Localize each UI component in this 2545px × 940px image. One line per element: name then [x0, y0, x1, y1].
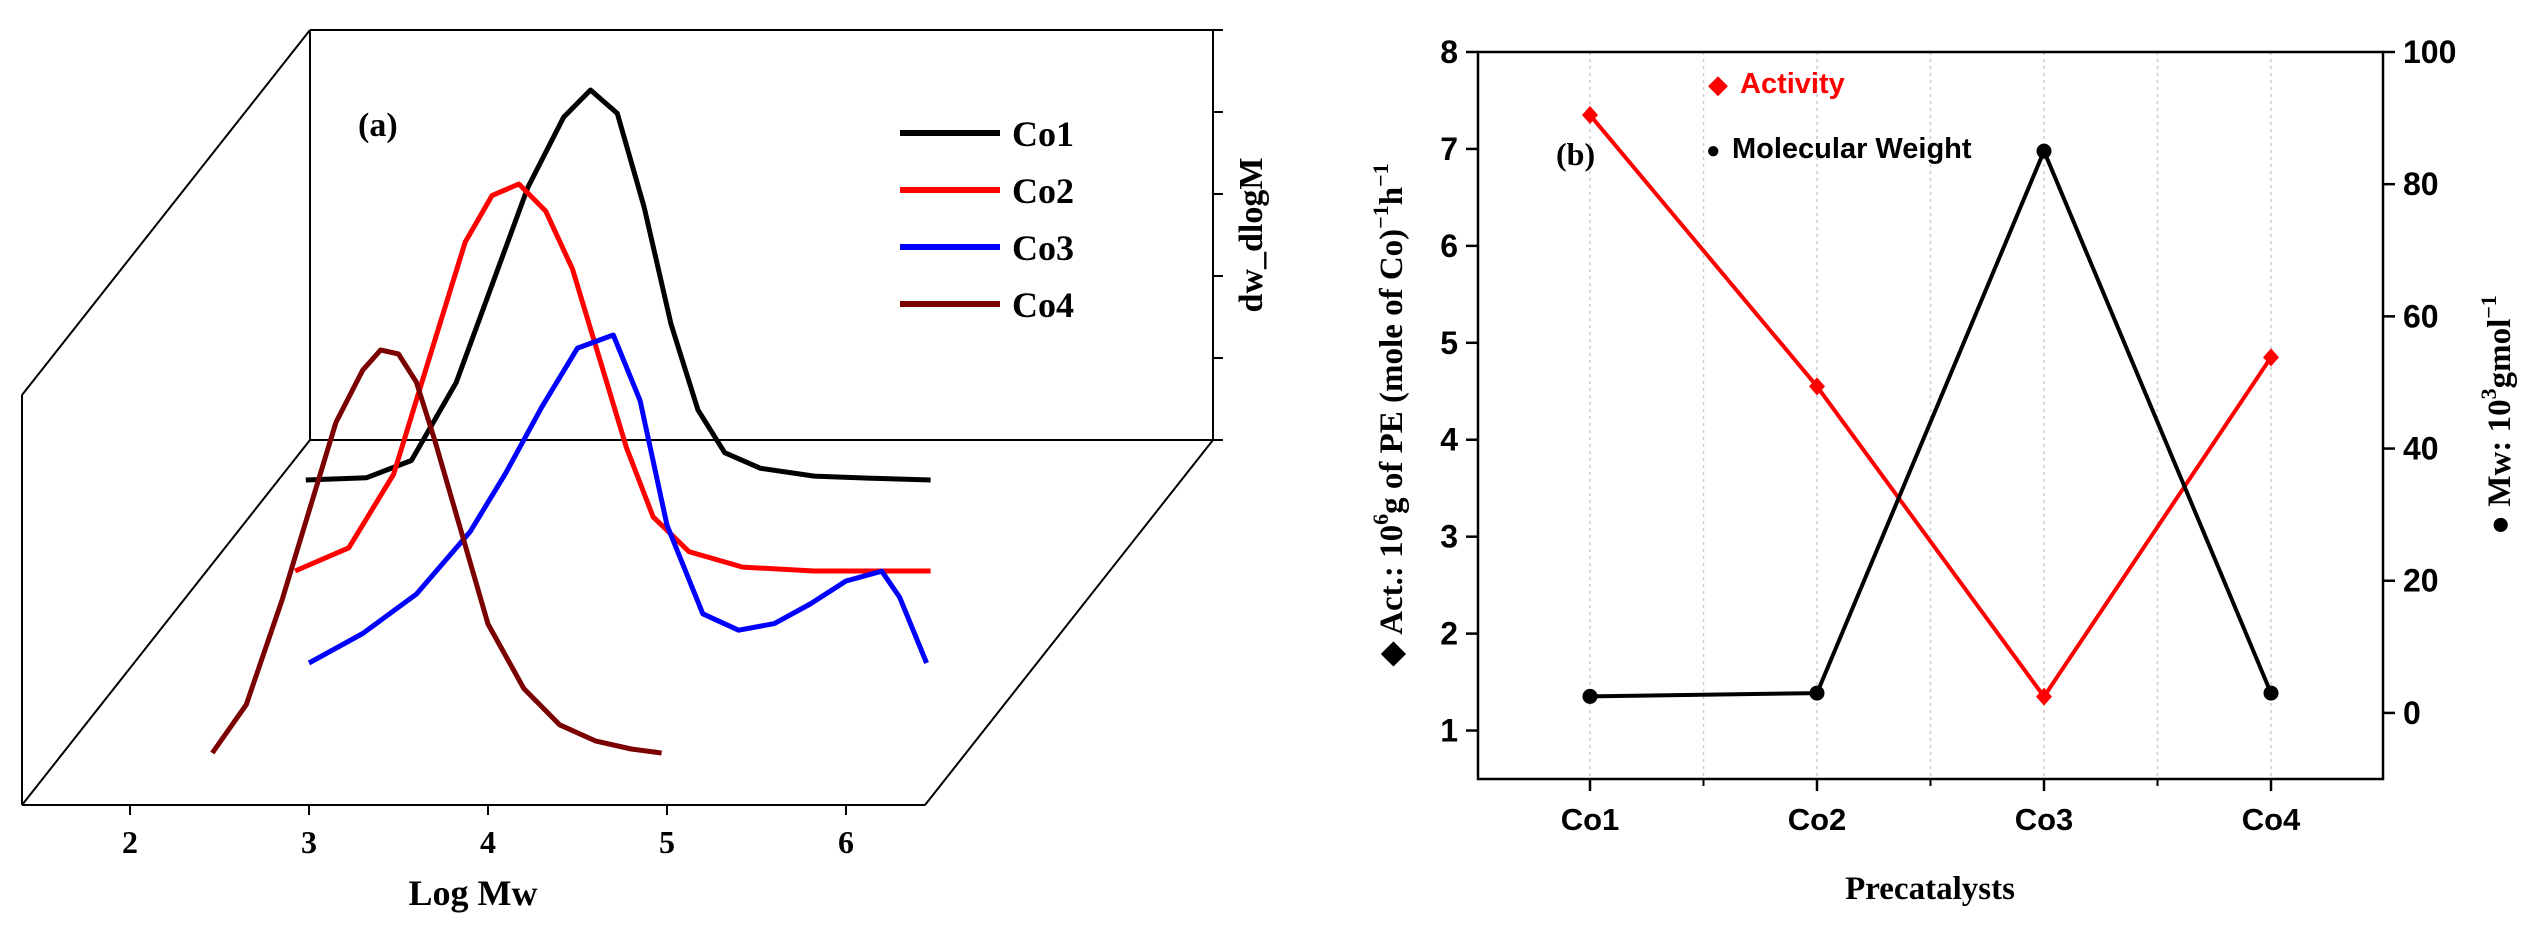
legend-label-co4: Co4	[1012, 285, 1074, 325]
panel-b-series	[1582, 106, 2279, 706]
point-molecular-weight	[1809, 685, 1825, 701]
panel-b-gridlines	[1589, 52, 2272, 779]
left-axis-tick-label: 5	[1440, 325, 1458, 361]
right-axis-tick-label: 0	[2403, 695, 2421, 731]
left-title-part-2: g of PE (mole of Co)	[1374, 229, 1410, 514]
left-title-sup-3: −1	[1368, 163, 1393, 187]
legend-entry-activity: ◆ Activity	[1708, 68, 1845, 100]
panel-b-right-ticks: 0 20 40 60 80 100	[2383, 34, 2456, 731]
legend-label-co3: Co3	[1012, 228, 1074, 268]
legend-label-co1: Co1	[1012, 114, 1074, 154]
panel-a-x-tick-label: 4	[480, 824, 496, 860]
point-activity	[2263, 348, 2279, 367]
right-axis-tick-label: 100	[2403, 34, 2456, 70]
legend-marker-activity: ◆	[1708, 69, 1728, 99]
left-axis-tick-label: 2	[1440, 616, 1458, 652]
left-axis-tick-label: 1	[1440, 713, 1458, 749]
point-activity	[1809, 377, 1825, 396]
left-title-part-1: ◆ Act.: 10	[1374, 525, 1410, 667]
left-title-part-3: h	[1374, 187, 1410, 205]
panel-b-right-axis-title: ● Mw: 103gmol−1	[2476, 295, 2518, 535]
left-axis-tick-label: 8	[1440, 34, 1458, 70]
left-axis-tick-label: 6	[1440, 228, 1458, 264]
right-axis-tick-label: 60	[2403, 298, 2439, 334]
x-axis-tick-label: Co2	[1788, 802, 1847, 837]
panel-b-legend: ◆ Activity ● Molecular Weight	[1706, 68, 1972, 165]
3d-frame	[21, 29, 1214, 806]
legend-marker-molecular-weight: ●	[1706, 137, 1721, 164]
series-line-molecular-weight	[1589, 145, 2273, 699]
left-axis-tick-label: 3	[1440, 519, 1458, 555]
right-axis-tick-label: 20	[2403, 563, 2439, 599]
curve-co2	[294, 181, 931, 574]
panel-a-legend: Co1 Co2 Co3 Co4	[900, 114, 1074, 325]
legend-entry-molecular-weight: ● Molecular Weight	[1706, 133, 1972, 165]
legend-label-molecular-weight: Molecular Weight	[1732, 133, 1972, 165]
panel-a-label: (a)	[358, 107, 398, 144]
right-axis-tick-label: 80	[2403, 166, 2439, 202]
panel-a-x-tick-label: 5	[659, 824, 675, 860]
curve-co4	[210, 347, 662, 756]
point-activity	[2036, 687, 2052, 706]
right-title-sup-1: 3	[2476, 388, 2501, 399]
x-axis-tick-label: Co3	[2015, 802, 2074, 837]
left-axis-tick-label: 4	[1440, 422, 1458, 458]
series-line-activity	[1588, 113, 2273, 701]
right-title-sup-2: −1	[2476, 295, 2501, 319]
curve-co1	[305, 87, 931, 483]
panel-b-x-axis-title: Precatalysts	[1845, 871, 2015, 907]
panel-b-left-ticks: 1 2 3 4 5 6 7 8	[1440, 34, 1478, 749]
panel-b-x-ticks: Co1 Co2 Co3 Co4	[1561, 779, 2301, 837]
left-title-sup-2: −1	[1368, 205, 1393, 229]
legend-entry-co4: Co4	[900, 285, 1074, 325]
panel-a-x-axis-title: Log Mw	[409, 873, 538, 913]
point-molecular-weight	[2263, 685, 2279, 701]
right-axis-tick-label: 40	[2403, 431, 2439, 467]
legend-label-activity: Activity	[1740, 68, 1845, 100]
right-title-part-1: ● Mw: 10	[2482, 399, 2518, 534]
curve-co3	[307, 332, 929, 666]
panel-a-x-tick-label: 6	[838, 824, 854, 860]
panel-b-label: (b)	[1556, 136, 1595, 172]
x-axis-tick-label: Co1	[1561, 802, 1620, 837]
panel-a-x-ticks: 2 3 4 5 6	[122, 805, 854, 860]
point-molecular-weight	[2036, 143, 2052, 159]
panel-a-z-axis-label: dw_dlogM	[1233, 158, 1270, 313]
panel-a-x-tick-label: 3	[301, 824, 317, 860]
left-axis-tick-label: 7	[1440, 131, 1458, 167]
point-molecular-weight	[1582, 688, 1598, 704]
right-title-part-2: gmol	[2482, 319, 2518, 389]
panel-a-x-tick-label: 2	[122, 824, 138, 860]
panel-b-left-axis-title: ◆ Act.: 106g of PE (mole of Co)−1h−1	[1368, 163, 1410, 666]
legend-entry-co1: Co1	[900, 114, 1074, 154]
panel-a-gpc-chart: dw_dlogM (a) 2 3 4 5 6 Log Mw Co1 Co2 Co3 Co…	[21, 29, 1270, 913]
legend-label-co2: Co2	[1012, 171, 1074, 211]
point-activity	[1582, 106, 1598, 125]
x-axis-tick-label: Co4	[2242, 802, 2301, 837]
panel-b-activity-chart: 1 2 3 4 5 6 7 8 0 20 40 60 80 100 Co1 Co2 Co3 Co4 Preca…	[1368, 34, 2518, 907]
legend-entry-co3: Co3	[900, 228, 1074, 268]
left-title-sup-1: 6	[1368, 514, 1393, 525]
z-axis-ticks	[1213, 29, 1223, 441]
legend-entry-co2: Co2	[900, 171, 1074, 211]
panel-a-curves	[210, 87, 931, 756]
